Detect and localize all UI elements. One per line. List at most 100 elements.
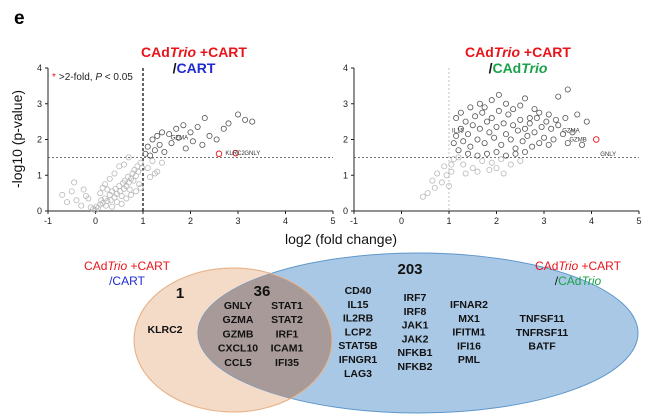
shared-x-axis-label: log2 (fold change) (285, 231, 397, 247)
volcano-left: CAdTrio +CART /CART * >2-fold, P < 0.05 -… (37, 44, 336, 226)
data-point (500, 170, 507, 177)
data-point (206, 132, 213, 139)
y-tick-label: 4 (343, 63, 348, 73)
data-point (125, 154, 132, 161)
x-tick-label: 4 (589, 216, 594, 226)
data-point (123, 195, 130, 202)
data-point (507, 161, 514, 168)
data-point (514, 127, 521, 134)
venn-left-label-line1: CAdTrio +CART (84, 259, 171, 273)
x-tick-label: 4 (283, 216, 288, 226)
gene-name: GNLY (224, 300, 252, 312)
data-point (491, 134, 498, 141)
data-point (441, 163, 448, 170)
data-point (429, 177, 436, 184)
volcano-left-title-line2: /CART (173, 60, 216, 76)
gene-annotation: GZMA (562, 129, 579, 135)
data-point (526, 120, 533, 127)
data-point (453, 115, 460, 122)
data-point (474, 136, 481, 143)
data-point (519, 138, 526, 145)
gene-name: IFNAR2 (450, 299, 488, 311)
data-point (462, 170, 469, 177)
annotations: GZMA KLRC2 GNLY (171, 136, 261, 157)
data-point (464, 131, 471, 138)
x-tick-label: -1 (350, 216, 358, 226)
data-point (234, 111, 241, 118)
data-point (552, 116, 559, 123)
data-point (493, 149, 500, 156)
volcano-right-title-line1: CAdTrio +CART (465, 44, 571, 60)
legend-text-a: >2-fold, (59, 72, 95, 83)
data-point (166, 131, 173, 138)
data-point (579, 141, 586, 148)
data-point (498, 156, 505, 163)
legend-text-b: < 0.05 (102, 72, 133, 83)
highlight-point (215, 150, 223, 158)
title-italic: Trio (494, 44, 521, 60)
data-point (445, 182, 452, 189)
data-point (139, 165, 146, 172)
data-point (242, 116, 249, 123)
gene-annotation: GNLY (244, 151, 260, 157)
data-point (460, 161, 467, 168)
data-point (479, 157, 486, 164)
data-point (524, 132, 531, 139)
data-point (107, 197, 114, 204)
data-point (144, 165, 151, 172)
data-point (493, 123, 500, 130)
gene-name: STAT1 (271, 300, 303, 312)
data-point (505, 111, 512, 118)
data-points (59, 111, 256, 214)
data-point (71, 179, 78, 186)
y-tick-label: 4 (37, 63, 42, 73)
data-point (488, 97, 495, 104)
data-point (481, 104, 488, 111)
data-point (548, 125, 555, 132)
data-point (560, 131, 567, 138)
venn-left-label-line2: /CART (109, 274, 145, 288)
data-point (78, 202, 85, 209)
gene-name: PML (458, 354, 481, 366)
gene-name: STAT2 (271, 314, 303, 326)
data-point (424, 190, 431, 197)
gene-name: GZMA (223, 314, 254, 326)
data-point (498, 141, 505, 148)
data-point (531, 106, 538, 113)
data-point (555, 122, 562, 129)
data-point (472, 113, 479, 120)
data-point (158, 129, 165, 136)
gene-name: IFITM1 (452, 327, 485, 339)
gene-name: ICAM1 (271, 343, 304, 355)
x-tick-label: 2 (188, 216, 193, 226)
highlight-point (593, 136, 600, 143)
data-point (469, 122, 476, 129)
title-slash: / (489, 60, 493, 76)
data-point (467, 104, 474, 111)
title-suffix: +CART (196, 44, 247, 60)
x-tick-label: 5 (330, 216, 335, 226)
data-point (182, 145, 189, 152)
gene-annotation: GZMA (171, 136, 188, 142)
title-name-italic: Trio (521, 60, 548, 76)
data-point (517, 102, 524, 109)
title-name: CART (177, 60, 216, 76)
data-point (457, 109, 464, 116)
data-point (137, 184, 144, 191)
data-point (453, 132, 460, 139)
gene-name: JAK2 (402, 333, 429, 345)
shared-y-axis-label: -log10 (p-value) (9, 90, 25, 188)
data-point (59, 191, 66, 198)
data-point (249, 118, 256, 125)
data-point (545, 141, 552, 148)
data-point (158, 159, 165, 166)
title-prefix: CAd (141, 44, 170, 60)
data-point (201, 115, 208, 122)
data-point (135, 168, 142, 175)
gene-name: JAK1 (402, 320, 429, 332)
gene-name: CD40 (345, 285, 372, 297)
data-point (495, 107, 502, 114)
gene-name: NFKB2 (397, 361, 432, 373)
data-point (476, 100, 483, 107)
